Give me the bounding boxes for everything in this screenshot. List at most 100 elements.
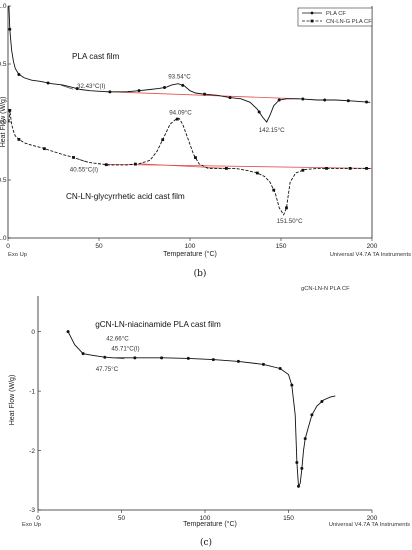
data-point-cn-ln-g-pla-cf — [43, 147, 46, 151]
data-point-cn-ln-g-pla-cf — [194, 156, 197, 159]
chart-b-annotation: 32.43°C(I) — [77, 83, 105, 90]
data-point-gcn-ln-n-pla-cf — [261, 362, 265, 366]
data-point-gcn-ln-n-pla-cf — [211, 358, 215, 362]
data-point-cn-ln-g-pla-cf — [72, 156, 75, 159]
data-point-gcn-ln-n-pla-cf — [133, 356, 137, 360]
chart-c-annotation: 45.71°C(I) — [111, 346, 139, 353]
chart-b-exo-label: Exo Up — [8, 252, 27, 258]
chart-c-exo-label: Exo Up — [22, 522, 41, 528]
data-point-gcn-ln-n-pla-cf — [160, 356, 164, 360]
legend-label-pla: PLA CF — [326, 11, 346, 17]
chart-b-y-axis-title: Heat Flow (W/g) — [0, 97, 7, 148]
chart-c-y-tick-label: -2 — [29, 448, 35, 455]
data-point-pla-cf — [203, 92, 207, 96]
chart-b-baseline — [102, 163, 373, 169]
chart-b-x-axis-title: Temperature (°C) — [163, 250, 217, 258]
chart-b-annotation: 40.55°C(I) — [70, 166, 98, 173]
chart-c-y-tick-label: -3 — [29, 507, 35, 514]
data-point-cn-ln-g-pla-cf — [325, 167, 328, 170]
chart-b-y-tick-label: 1.0 — [0, 3, 7, 10]
chart-c-title: gCN-LN-N PLA CF — [301, 286, 350, 292]
data-point-gcn-ln-n-pla-cf — [297, 484, 301, 488]
data-point-pla-cf — [46, 81, 50, 85]
chart-c-y-tick-label: 0 — [31, 329, 35, 336]
data-point-pla-cf — [8, 27, 12, 31]
data-point-cn-ln-g-pla-cf — [8, 109, 12, 112]
data-point-pla-cf — [17, 72, 21, 76]
data-point-gcn-ln-n-pla-cf — [66, 330, 70, 334]
data-point-cn-ln-g-pla-cf — [161, 138, 165, 142]
chart-b-legend: PLA CF CN-LN-G PLA CF — [297, 7, 373, 27]
data-point-pla-cf — [346, 99, 350, 103]
data-point-cn-ln-g-pla-cf — [104, 163, 108, 167]
chart-c-x-tick-label: 150 — [283, 515, 294, 522]
data-point-pla-cf — [277, 98, 281, 102]
data-point-cn-ln-g-pla-cf — [17, 138, 21, 141]
panel-b-tag: (b) — [194, 268, 207, 279]
chart-b-y-tick-label: -0.5 — [0, 177, 7, 184]
series-line-gcn-ln-n-pla-cf — [67, 331, 336, 488]
legend-marker-pla — [310, 11, 314, 15]
chart-b-annotation: 93.54°C — [168, 74, 191, 81]
chart-b-annotation: 94.09°C — [169, 110, 192, 117]
data-point-pla-cf — [181, 83, 185, 87]
chart-b-y-tick-label: 0.5 — [0, 61, 7, 68]
data-point-gcn-ln-n-pla-cf — [300, 466, 304, 470]
chart-b-baseline — [139, 163, 227, 169]
data-point-pla-cf — [108, 90, 112, 94]
chart-b: 1.0 0.5 0.0 -0.5 -1.0 0 50 100 150 200 Heat Flow… — [0, 3, 411, 258]
data-point-cn-ln-g-pla-cf — [255, 171, 259, 175]
data-point-gcn-ln-n-pla-cf — [81, 352, 85, 356]
series-line-pla-cf — [8, 5, 371, 123]
data-point-cn-ln-g-pla-cf — [225, 167, 228, 170]
data-point-pla-cf — [163, 85, 167, 89]
chart-c-annotation: 42.66°C — [106, 336, 129, 343]
chart-b-x-tick-label: 50 — [95, 243, 103, 250]
data-point-gcn-ln-n-pla-cf — [310, 413, 314, 417]
chart-b-x-tick-label: 100 — [185, 243, 196, 250]
chart-c-x-tick-label: 200 — [367, 515, 378, 522]
data-point-gcn-ln-n-pla-cf — [303, 437, 307, 441]
data-point-pla-cf — [365, 100, 369, 104]
chart-b-onset-tangent — [75, 157, 88, 163]
data-point-pla-cf — [137, 89, 141, 93]
chart-b-annotation: 151.50°C — [277, 218, 303, 225]
legend-label-cnlng: CN-LN-G PLA CF — [326, 19, 372, 25]
data-point-gcn-ln-n-pla-cf — [236, 359, 240, 363]
panel-c-tag: (c) — [200, 537, 212, 548]
chart-b-annotation: 142.15°C — [259, 127, 285, 134]
data-point-gcn-ln-n-pla-cf — [320, 400, 324, 404]
chart-c-x-axis-title: Temperature (°C) — [183, 520, 237, 528]
data-point-pla-cf — [301, 97, 305, 101]
data-point-cn-ln-g-pla-cf — [134, 162, 137, 166]
chart-c-annotation: 47.75°C — [96, 366, 119, 373]
data-point-cn-ln-g-pla-cf — [348, 167, 352, 170]
chart-b-onset-tangent — [60, 84, 74, 90]
chart-b-label-pla-cast-film: PLA cast film — [72, 52, 120, 61]
chart-c-footer: Universal V4.7A TA Instruments — [329, 522, 410, 528]
chart-c-x-tick-label: 100 — [200, 515, 211, 522]
chart-b-x-tick-label: 150 — [276, 243, 287, 250]
data-point-gcn-ln-n-pla-cf — [278, 367, 282, 371]
data-point-gcn-ln-n-pla-cf — [186, 356, 190, 360]
chart-b-x-tick-label: 0 — [6, 243, 10, 250]
data-point-pla-cf — [257, 110, 261, 114]
chart-b-footer: Universal V4.7A TA Instruments — [330, 252, 411, 258]
chart-b-legend-box — [297, 7, 373, 27]
chart-c-y-tick-label: -1 — [29, 388, 35, 395]
data-point-cn-ln-g-pla-cf — [301, 168, 305, 172]
data-point-pla-cf — [228, 96, 232, 100]
data-point-gcn-ln-n-pla-cf — [290, 383, 294, 387]
chart-b-baseline — [104, 91, 300, 100]
data-point-cn-ln-g-pla-cf — [365, 167, 368, 170]
chart-b-x-tick-label: 200 — [367, 243, 378, 250]
data-point-pla-cf — [75, 87, 79, 91]
series-line-cn-ln-g-pla-cf — [8, 110, 371, 216]
legend-marker-cnlng — [310, 19, 314, 23]
chart-c-x-tick-label: 0 — [36, 515, 40, 522]
data-point-cn-ln-g-pla-cf — [272, 188, 276, 192]
chart-c-label-niacinamide-film: gCN-LN-niacinamide PLA cast film — [95, 320, 221, 329]
chart-c-x-tick-label: 50 — [118, 515, 126, 522]
chart-b-y-tick-label: -1.0 — [0, 235, 7, 242]
